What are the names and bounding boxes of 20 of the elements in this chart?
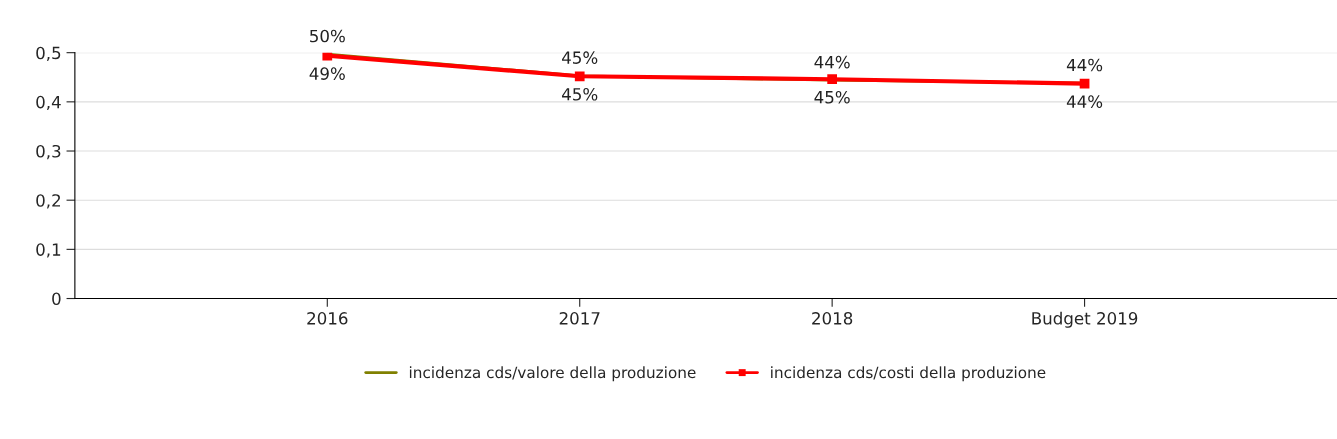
legend-label: incidenza cds/valore della produzione [409,366,696,382]
y-tick-label: 0,1 [36,243,61,258]
x-tick-label: 2018 [812,312,853,325]
y-tick-label: 0,4 [36,95,61,111]
data-label: 44% [1066,58,1103,72]
data-label: 44% [814,55,850,69]
y-tick-label: 0,5 [36,46,61,61]
x-tick-label: Budget 2019 [1032,311,1138,328]
x-tick-label: 2017 [559,312,600,325]
data-label: 45% [562,51,598,64]
data-label: 44% [1066,95,1103,108]
y-tick-label: 0 [52,292,61,306]
data-label: 45% [562,87,598,101]
y-tick-label: 0,3 [36,144,61,160]
data-label: 50% [310,29,345,43]
data-label: 49% [309,67,345,80]
data-label: 45% [814,90,850,104]
x-tick-label: 2016 [307,312,348,325]
legend-label: incidenza cds/costi della produzione [771,366,1046,382]
y-tick-label: 0,2 [36,194,61,209]
